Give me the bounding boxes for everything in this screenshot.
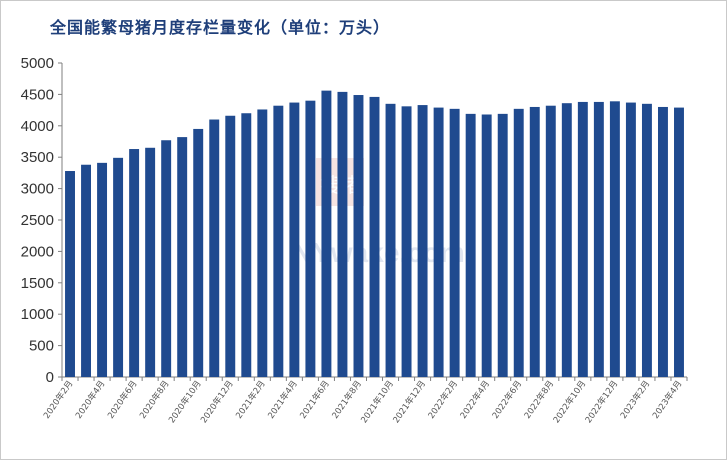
x-tick-label: 2022年6月 — [490, 378, 524, 420]
bar — [529, 106, 540, 378]
chart-title: 全国能繁母猪月度存栏量变化（单位：万头） — [50, 18, 391, 37]
x-tick-label: 2020年4月 — [73, 378, 107, 420]
bar — [481, 114, 492, 377]
bar — [241, 113, 252, 378]
bar — [273, 105, 284, 377]
x-tick-label: 2021年12月 — [391, 378, 428, 425]
x-tick-label: 2021年4月 — [266, 378, 300, 420]
bar — [209, 119, 220, 378]
bar — [577, 101, 588, 377]
bar — [417, 105, 428, 378]
bar — [321, 90, 332, 377]
bar — [433, 107, 444, 377]
x-tick-label: 2020年6月 — [105, 378, 139, 420]
bar — [465, 113, 476, 378]
bar — [401, 106, 412, 377]
y-tick-label: 4000 — [21, 118, 54, 135]
x-tick-label: 2022年4月 — [458, 378, 492, 420]
bar — [593, 101, 604, 377]
bar — [97, 162, 108, 377]
x-tick-label: 2020年10月 — [166, 378, 203, 425]
x-tick-label: 2021年2月 — [234, 378, 268, 420]
bar — [545, 105, 556, 377]
bar — [609, 101, 620, 378]
bar — [674, 107, 684, 377]
bar — [625, 102, 636, 378]
x-tick-label: 2021年6月 — [298, 378, 332, 420]
y-tick-label: 2000 — [21, 243, 54, 260]
bar — [657, 106, 668, 378]
bar — [353, 95, 364, 377]
x-tick-label: 2022年8月 — [522, 378, 556, 420]
bar — [129, 149, 140, 377]
x-tick-label: 2021年10月 — [359, 378, 396, 425]
bar — [337, 91, 348, 377]
bar — [145, 147, 156, 377]
bar — [257, 109, 268, 378]
bar — [161, 140, 172, 377]
bar — [177, 137, 188, 377]
bar — [225, 115, 236, 377]
x-tick-label: 2023年2月 — [618, 378, 652, 420]
y-tick-label: 3500 — [21, 149, 54, 166]
x-tick-label: 2023年4月 — [650, 378, 684, 420]
y-tick-label: 1500 — [21, 275, 54, 292]
bar — [641, 103, 652, 377]
bar — [449, 108, 460, 378]
bar — [113, 157, 124, 377]
bar — [289, 102, 300, 378]
y-tick-label: 4500 — [21, 86, 54, 103]
x-tick-label: 2020年8月 — [137, 378, 171, 420]
x-tick-label: 2021年8月 — [330, 378, 364, 420]
y-tick-label: 5000 — [21, 55, 54, 72]
x-tick-label: 2022年2月 — [426, 378, 460, 420]
x-tick-label: 2020年12月 — [198, 378, 235, 425]
bar — [385, 103, 396, 377]
y-tick-label: 3000 — [21, 181, 54, 198]
bar — [513, 108, 524, 378]
bar — [193, 128, 204, 377]
bar — [81, 164, 92, 377]
x-tick-label: 2022年10月 — [551, 378, 588, 425]
y-tick-label: 0 — [46, 369, 54, 386]
bar — [369, 96, 380, 378]
bar — [305, 100, 316, 378]
y-tick-label: 2500 — [21, 212, 54, 229]
y-tick-label: 500 — [29, 338, 54, 355]
bar — [497, 113, 508, 378]
bar — [65, 171, 75, 377]
x-tick-label: 2022年12月 — [583, 378, 620, 425]
y-tick-label: 1000 — [21, 306, 54, 323]
bar — [561, 103, 572, 377]
